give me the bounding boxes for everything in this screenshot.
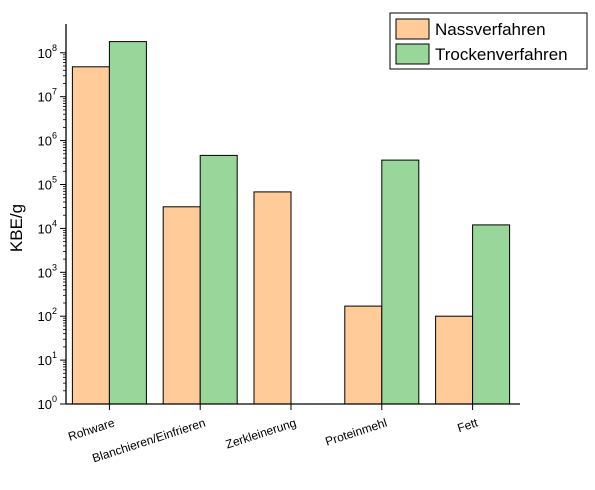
legend-swatch-2 — [395, 43, 430, 65]
bars-group — [71, 41, 511, 405]
legend-label-1: Nassverfahren — [435, 20, 546, 39]
bar-nass-1 — [71, 66, 110, 405]
y-tick-label-4: 104 — [38, 218, 57, 236]
y-tick-label-3: 103 — [38, 262, 57, 280]
y-tick-label-1: 101 — [38, 350, 57, 368]
bar-nass-4 — [344, 305, 383, 405]
y-tick-label-6: 106 — [38, 131, 57, 149]
bar-trocken-2 — [199, 154, 238, 405]
x-tick-label-4: Proteinmehl — [324, 416, 389, 449]
y-tick-label-0: 100 — [38, 394, 57, 412]
x-tick-label-1: Rohware — [66, 415, 116, 443]
bar-nass-5 — [435, 315, 474, 405]
y-tick-label-8: 108 — [38, 43, 57, 61]
legend-swatch-1 — [395, 18, 430, 40]
bar-trocken-5 — [472, 224, 511, 405]
bar-nass-3 — [253, 191, 292, 405]
bar-nass-2 — [162, 206, 201, 405]
y-ticks-group: 100 101 102 103 104 105 106 107 108 — [38, 43, 66, 412]
legend: Nassverfahren Trockenverfahren — [389, 12, 588, 70]
y-tick-label-2: 102 — [38, 306, 57, 324]
y-axis-title: KBE/g — [7, 204, 26, 252]
bar-trocken-1 — [108, 41, 147, 405]
x-tick-label-3: Zerkleinerung — [224, 416, 298, 452]
bar-trocken-4 — [381, 159, 420, 405]
y-tick-label-7: 107 — [38, 87, 57, 105]
y-tick-label-5: 105 — [38, 175, 57, 193]
legend-label-2: Trockenverfahren — [435, 45, 568, 64]
x-tick-label-5: Fett — [456, 415, 481, 435]
axes-group — [65, 24, 520, 405]
